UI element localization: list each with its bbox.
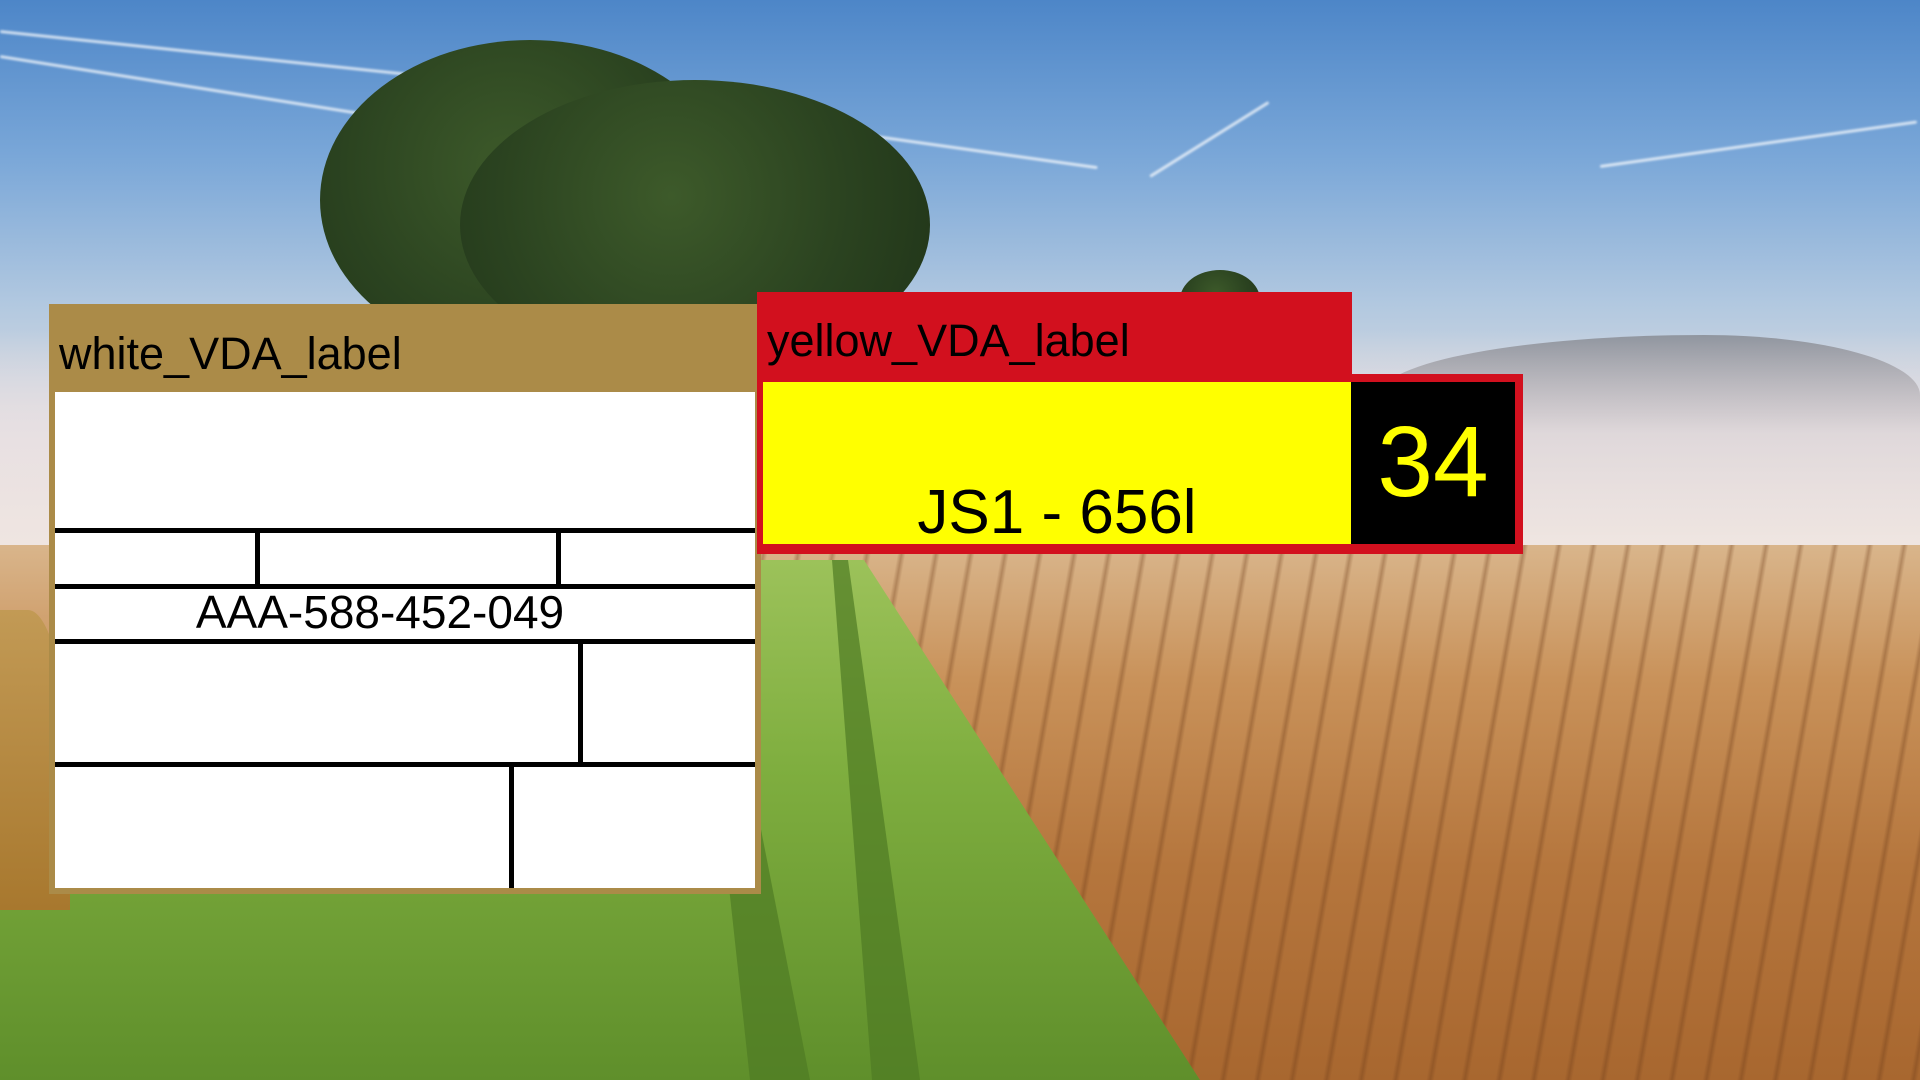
white-label-grid: AAA-588-452-049 [55,392,755,888]
grid-line [509,762,514,888]
grid-line [578,639,583,762]
white-vda-label: white_VDA_label AAA-588-452-049 [49,304,761,894]
yellow-vda-label-header: yellow_VDA_label [757,292,1352,382]
grid-line [55,762,755,767]
grid-line [55,639,755,644]
grid-line [556,528,561,584]
grid-line [255,528,260,584]
yellow-label-number: 34 [1377,406,1489,518]
white-label-title: white_VDA_label [59,328,402,379]
yellow-vda-label: JS1 - 656l 34 [757,374,1523,554]
yellow-label-code: JS1 - 656l [917,478,1197,547]
yellow-label-number-box: 34 [1351,382,1515,544]
grid-line [55,528,755,533]
yellow-label-title: yellow_VDA_label [767,315,1130,366]
white-label-code: AAA-588-452-049 [195,586,565,638]
yellow-label-field: JS1 - 656l [763,382,1351,544]
grid-line [55,584,755,589]
